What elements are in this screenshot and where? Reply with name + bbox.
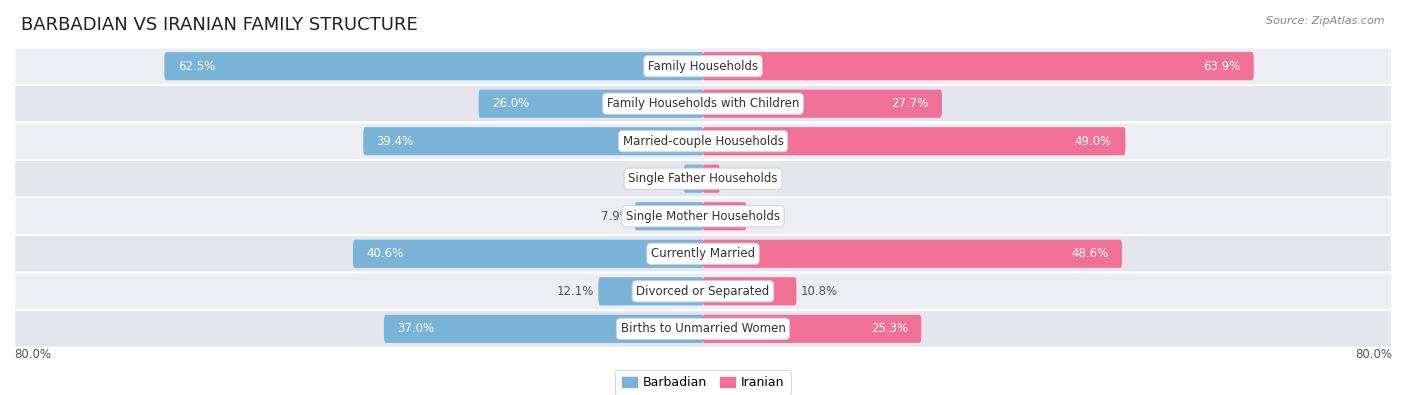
FancyBboxPatch shape [703, 277, 796, 305]
FancyBboxPatch shape [703, 240, 1122, 268]
FancyBboxPatch shape [14, 198, 1392, 235]
Text: 27.7%: 27.7% [891, 97, 928, 110]
Legend: Barbadian, Iranian: Barbadian, Iranian [616, 370, 790, 395]
Text: 49.0%: 49.0% [1074, 135, 1112, 148]
FancyBboxPatch shape [384, 315, 703, 343]
Text: 5.0%: 5.0% [751, 210, 780, 223]
Text: 25.3%: 25.3% [870, 322, 908, 335]
FancyBboxPatch shape [14, 85, 1392, 122]
Text: 62.5%: 62.5% [177, 60, 215, 73]
FancyBboxPatch shape [634, 202, 703, 230]
FancyBboxPatch shape [14, 122, 1392, 160]
Text: 10.8%: 10.8% [800, 285, 838, 298]
Text: 40.6%: 40.6% [367, 247, 404, 260]
Text: Family Households with Children: Family Households with Children [607, 97, 799, 110]
Text: 63.9%: 63.9% [1204, 60, 1240, 73]
FancyBboxPatch shape [703, 127, 1125, 155]
Text: 26.0%: 26.0% [492, 97, 529, 110]
Text: 80.0%: 80.0% [1355, 348, 1392, 361]
FancyBboxPatch shape [703, 202, 747, 230]
FancyBboxPatch shape [353, 240, 703, 268]
Text: Currently Married: Currently Married [651, 247, 755, 260]
Text: Births to Unmarried Women: Births to Unmarried Women [620, 322, 786, 335]
FancyBboxPatch shape [14, 160, 1392, 198]
Text: 48.6%: 48.6% [1071, 247, 1108, 260]
FancyBboxPatch shape [14, 273, 1392, 310]
FancyBboxPatch shape [703, 90, 942, 118]
Text: 12.1%: 12.1% [557, 285, 595, 298]
Text: BARBADIAN VS IRANIAN FAMILY STRUCTURE: BARBADIAN VS IRANIAN FAMILY STRUCTURE [21, 16, 418, 34]
Text: Married-couple Households: Married-couple Households [623, 135, 783, 148]
FancyBboxPatch shape [165, 52, 703, 80]
Text: Divorced or Separated: Divorced or Separated [637, 285, 769, 298]
FancyBboxPatch shape [703, 315, 921, 343]
Text: 7.9%: 7.9% [600, 210, 631, 223]
FancyBboxPatch shape [683, 165, 703, 193]
Text: Family Households: Family Households [648, 60, 758, 73]
FancyBboxPatch shape [14, 235, 1392, 273]
FancyBboxPatch shape [599, 277, 703, 305]
FancyBboxPatch shape [703, 165, 720, 193]
Text: Single Mother Households: Single Mother Households [626, 210, 780, 223]
Text: 2.2%: 2.2% [650, 172, 679, 185]
FancyBboxPatch shape [363, 127, 703, 155]
FancyBboxPatch shape [14, 47, 1392, 85]
Text: 80.0%: 80.0% [14, 348, 51, 361]
Text: 39.4%: 39.4% [377, 135, 413, 148]
Text: 37.0%: 37.0% [398, 322, 434, 335]
Text: Source: ZipAtlas.com: Source: ZipAtlas.com [1267, 16, 1385, 26]
FancyBboxPatch shape [14, 310, 1392, 348]
FancyBboxPatch shape [703, 52, 1254, 80]
FancyBboxPatch shape [478, 90, 703, 118]
Text: 1.9%: 1.9% [724, 172, 754, 185]
Text: Single Father Households: Single Father Households [628, 172, 778, 185]
